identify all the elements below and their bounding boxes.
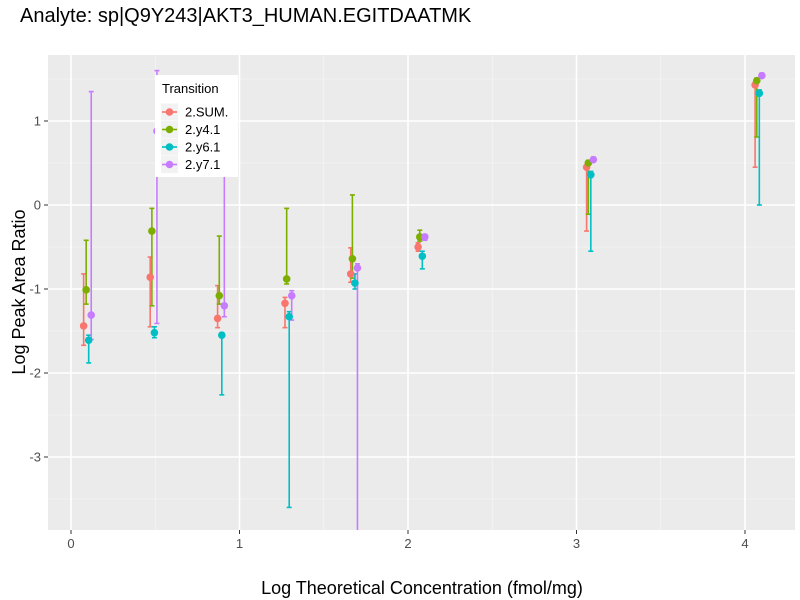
x-axis-ticks: 0 1 2 3 4 <box>67 530 749 551</box>
data-point <box>82 286 90 294</box>
legend-label: 2.y7.1 <box>185 157 220 172</box>
legend-key-point <box>165 108 174 116</box>
y-axis-ticks: 1 0 -1 -2 -3 <box>29 114 48 465</box>
y-axis-title: Log Peak Area Ratio <box>9 209 29 374</box>
data-point <box>418 252 427 261</box>
data-point <box>281 299 289 308</box>
legend-title: Transition <box>162 81 219 96</box>
legend-item: 2.y6.1 <box>161 138 220 156</box>
legend-key-point <box>165 125 174 134</box>
data-points <box>79 71 766 345</box>
y-tick-label: 0 <box>34 198 41 213</box>
data-point <box>285 312 294 321</box>
data-point <box>287 291 296 300</box>
data-point <box>755 89 764 98</box>
x-tick-label: 1 <box>236 536 243 551</box>
legend-item: 2.y4.1 <box>161 121 220 138</box>
data-point <box>87 311 96 319</box>
data-point <box>215 291 224 300</box>
legend-label: 2.SUM. <box>185 105 228 120</box>
data-point <box>282 275 291 283</box>
data-point <box>84 336 93 345</box>
data-point <box>587 170 595 179</box>
data-point <box>220 302 229 310</box>
data-point <box>150 328 159 337</box>
legend-key-point <box>165 160 174 169</box>
x-tick-label: 2 <box>404 536 411 551</box>
legend-key-point <box>165 143 174 151</box>
data-point <box>351 279 359 287</box>
error-bar <box>286 310 292 509</box>
error-bar <box>284 207 290 285</box>
error-bar <box>354 262 360 530</box>
data-point <box>752 76 761 85</box>
data-point <box>758 71 766 80</box>
data-point <box>218 331 226 340</box>
data-point <box>353 264 362 272</box>
legend-item: 2.SUM. <box>161 103 228 121</box>
chart-title: Analyte: sp|Q9Y243|AKT3_HUMAN.EGITDAATMK <box>20 5 472 27</box>
y-tick-label: -3 <box>29 450 41 465</box>
legend-label: 2.y4.1 <box>185 122 220 137</box>
x-tick-label: 4 <box>741 536 748 551</box>
data-point <box>589 155 598 164</box>
x-tick-label: 3 <box>573 536 580 551</box>
y-tick-label: -2 <box>29 366 41 381</box>
error-bar <box>149 207 155 307</box>
legend-item: 2.y7.1 <box>161 156 220 173</box>
data-point <box>414 243 422 251</box>
data-point <box>79 322 88 330</box>
data-point <box>146 273 154 282</box>
data-point <box>213 314 222 323</box>
y-tick-label: -1 <box>29 282 41 297</box>
data-point <box>148 227 156 235</box>
data-point <box>346 270 355 278</box>
x-axis-title: Log Theoretical Concentration (fmol/mg) <box>261 578 583 598</box>
error-bar <box>81 273 87 347</box>
data-point <box>348 254 357 263</box>
error-bar <box>349 194 355 279</box>
legend-label: 2.y6.1 <box>185 140 220 155</box>
legend: Transition 2.SUM. 2.y4.1 2.y6.1 2.y7.1 <box>155 75 238 177</box>
x-tick-label: 0 <box>67 536 74 551</box>
data-point <box>421 233 429 241</box>
y-tick-label: 1 <box>34 114 41 129</box>
